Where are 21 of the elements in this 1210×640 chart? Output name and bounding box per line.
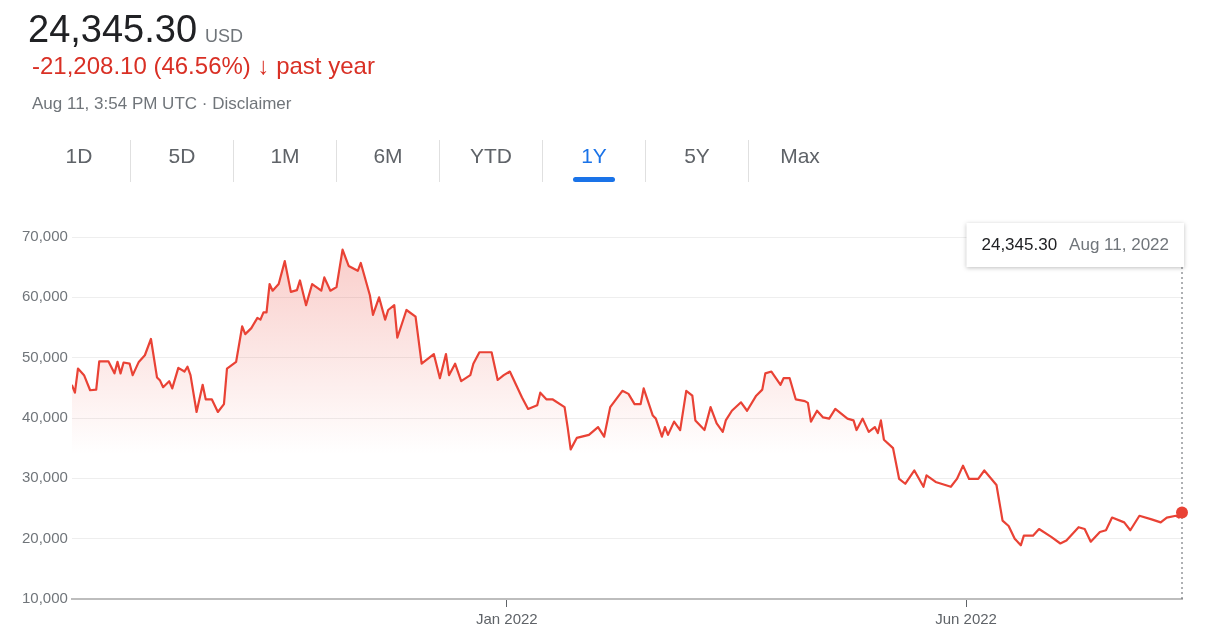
y-tick-label: 30,000	[21, 468, 68, 486]
y-tick-label: 60,000	[21, 287, 68, 305]
y-tick-label: 20,000	[21, 528, 68, 546]
y-tick-label: 70,000	[21, 227, 68, 245]
x-tick-label: Jun 2022	[935, 610, 997, 628]
text: 5Y	[645, 140, 748, 182]
text: 1M	[233, 140, 336, 182]
chart-subtitle: -21,208.10 (46.56%) ↓ past year	[32, 52, 375, 80]
text: 6M	[336, 140, 439, 182]
y-tick-label: 10,000	[21, 589, 68, 607]
chart-title: 24,345.30 USD	[28, 8, 244, 50]
text: Max	[748, 140, 851, 182]
y-tick-label: 40,000	[21, 408, 68, 426]
x-tick-label: Jan 2022	[475, 610, 538, 628]
y-tick-label: 50,000	[21, 347, 68, 365]
text: 1D	[64, 143, 94, 169]
text: YTD	[439, 140, 542, 182]
text: 5D	[130, 140, 233, 182]
text: Aug 11, 3:54 PM UTC · Disclaimer	[32, 94, 292, 114]
text: 1Y	[542, 140, 645, 182]
annotation: 24,345.30 Aug 11, 2022	[981, 234, 1170, 254]
